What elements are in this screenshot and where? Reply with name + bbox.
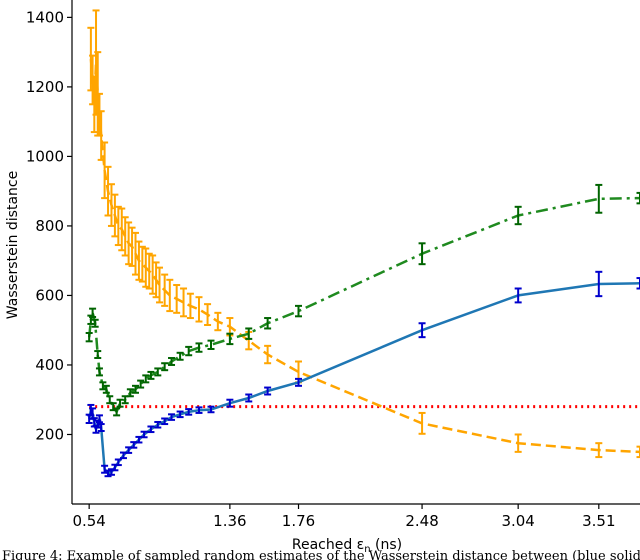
series-2-errorbar-19 [154,420,162,429]
series-1-errorbar-31 [595,183,603,214]
y-tick-label-200: 200 [35,425,64,443]
series-1-errorbar-29 [418,242,426,266]
series-2-errorbar-25 [207,405,215,414]
series-1-errorbar-14 [131,384,139,394]
series-0-errorbar-39 [636,445,640,459]
series-0-errorbar-34 [264,344,272,365]
series-1-errorbar-11 [116,398,124,408]
series-0-errorbar-9 [107,183,115,227]
series-0-errorbar-18 [138,245,146,283]
y-tick-label-1200: 1200 [26,78,64,96]
x-tick-label-0.54: 0.54 [72,512,105,530]
series-0-errorbar-7 [101,141,109,200]
series-0-errorbar-37 [514,433,522,453]
y-tick-label-800: 800 [35,217,64,235]
series-1-errorbar-0 [85,331,93,343]
series-1-errorbar-21 [176,351,184,361]
figure-caption: Figure 4: Example of sampled random esti… [2,549,640,560]
y-tick-label-1400: 1400 [26,8,64,26]
series-1-errorbar-19 [161,362,169,372]
series-2-errorbar-12 [114,458,122,467]
series-0-errorbar-38 [595,442,603,459]
series-2-errorbar-27 [245,393,253,403]
series-1-errorbar-22 [185,345,193,357]
series-0-line [89,58,640,454]
series-1-errorbar-27 [264,317,272,330]
series-0-errorbar-19 [142,247,150,288]
y-tick-label-600: 600 [35,286,64,304]
series-2-errorbar-17 [140,430,148,439]
series-0-errorbar-30 [204,303,212,326]
x-tick-label-2.48: 2.48 [405,512,438,530]
series-1-errorbar-25 [226,332,234,346]
series-0-errorbar-28 [186,292,194,320]
series-0-errorbar-15 [128,226,136,267]
series-1-errorbar-2 [89,307,97,318]
series-1-errorbar-17 [147,370,155,380]
series-0-errorbar-29 [195,296,203,323]
series-1-errorbar-20 [168,357,176,366]
series-1-line [87,196,640,415]
series-2-errorbar-23 [185,408,193,416]
series-0-errorbar-16 [131,231,139,276]
series-2-errorbar-32 [595,270,603,298]
series-2-errorbar-30 [418,322,426,339]
x-tick-label-3.04: 3.04 [501,512,534,530]
series-2-errorbar-18 [147,425,155,434]
series-0-errorbar-13 [121,216,129,257]
series-1-errorbar-30 [514,205,522,226]
series-0-errorbar-14 [125,221,133,266]
series-2-errorbar-33 [636,277,640,290]
series-0-errorbar-23 [156,266,164,304]
y-tick-label-400: 400 [35,356,64,374]
series-2-errorbar-21 [168,413,176,421]
series-1-errorbar-28 [295,304,303,318]
series-2-errorbar-29 [295,377,303,387]
series-1-errorbar-32 [636,191,640,205]
series-1-errorbar-13 [126,388,134,398]
y-tick-label-1000: 1000 [26,147,64,165]
series-1-errorbar-23 [195,342,203,353]
series-2-errorbar-22 [176,410,184,419]
series-0-errorbar-11 [114,205,122,247]
series-2-errorbar-24 [195,406,203,414]
series-0-errorbar-17 [135,240,143,281]
series-2-errorbar-28 [264,386,272,396]
series-1-errorbar-3 [91,318,99,328]
x-axis-label: Reached εn (ns) [292,537,402,555]
series-2-errorbar-6 [95,414,103,424]
axes: 200 400 600 800 1000 1200 1400 0.54 1.36 1.76 2.48… [26,0,640,530]
series-1-errorbar-5 [95,367,103,377]
series-1-errorbar-7 [102,384,110,394]
x-tick-label-1.36: 1.36 [213,512,246,530]
series-0-errorbar-6 [97,110,105,161]
series-0-errorbar-8 [104,165,112,217]
series-0-errorbar-10 [111,193,119,238]
series-2-errorbar-26 [226,398,234,408]
x-tick-label-3.51: 3.51 [582,512,615,530]
x-tick-label-1.76: 1.76 [282,512,315,530]
series-0-errorbar-20 [145,252,153,290]
series-1-errorbar-18 [154,367,162,377]
series-2-errorbar-20 [161,417,169,426]
series-0-errorbar-31 [214,311,222,332]
series-1-errorbar-16 [142,374,150,384]
series-1-errorbar-24 [207,339,215,350]
series-1-errorbar-10 [113,407,121,417]
series-0-errorbar-25 [166,278,174,313]
series-2-errorbar-31 [514,287,522,304]
y-axis-label: Wasserstein distance [5,171,21,319]
series-0-errorbar-26 [173,284,181,314]
series-1-errorbar-15 [137,379,145,389]
series-1-errorbar-26 [245,327,253,340]
series-0-errorbar-27 [180,287,188,318]
series-1-errorbar-4 [94,350,102,360]
series-2-errorbar-7 [97,423,105,433]
series-0-errorbar-24 [161,273,169,307]
plot-area [85,9,640,478]
series-0-errorbar-12 [118,207,126,252]
series-0-errorbar-36 [418,411,426,435]
